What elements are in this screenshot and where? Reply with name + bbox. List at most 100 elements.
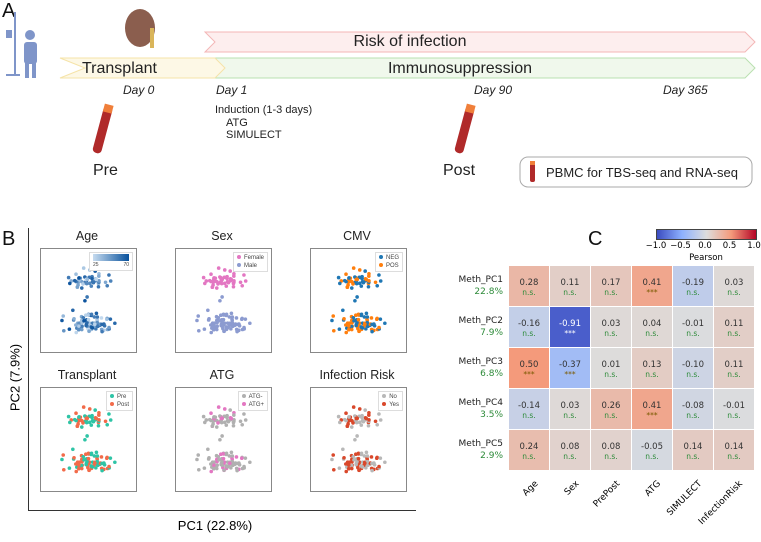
scatter-point	[107, 325, 111, 330]
scatter-plot	[330, 405, 387, 474]
cell-significance: ***	[523, 370, 535, 379]
scatter-point	[216, 421, 220, 425]
scatter-point	[85, 416, 90, 421]
scatter-point	[351, 266, 356, 270]
heatmap-row-label: Meth_PC4 3.5%	[433, 397, 503, 421]
scatter-legend: Female Male	[232, 252, 268, 272]
scatter-point	[74, 330, 79, 335]
scatter-point	[373, 419, 378, 424]
scatter-point	[76, 463, 81, 467]
scatter-point	[377, 325, 381, 330]
scatter-point	[209, 323, 213, 327]
scatter-point	[342, 278, 347, 283]
scatter-point	[344, 272, 348, 277]
scatter-plot	[60, 405, 117, 474]
scatter-plot	[195, 266, 252, 335]
scatter-point	[66, 275, 71, 280]
scatter-point	[232, 274, 236, 278]
scatter-point	[352, 458, 356, 462]
scatter-point	[210, 285, 215, 289]
scatter-point	[95, 315, 100, 319]
cell-value: 0.08	[601, 442, 621, 452]
scatter-point	[68, 420, 72, 425]
scatter-point	[220, 416, 225, 421]
scatter-point	[84, 420, 89, 425]
cell-significance: ***	[564, 370, 576, 379]
scatter-point	[76, 327, 81, 332]
scatter-title: Age	[75, 229, 99, 243]
row-variance: 7.9%	[480, 328, 503, 338]
pc1-axis-line	[28, 510, 416, 511]
scatter-point	[103, 280, 108, 285]
scatter-point	[89, 312, 94, 317]
scatter-point	[86, 452, 91, 456]
cell-value: -0.19	[682, 278, 704, 288]
scatter-point	[82, 458, 86, 462]
scatter-point	[218, 438, 222, 442]
scatter-point	[94, 450, 99, 455]
scatter-point	[93, 408, 97, 412]
scatter-point	[90, 418, 95, 423]
scatter-point	[81, 316, 86, 320]
scatter-point	[229, 466, 233, 470]
scatter-point	[81, 421, 85, 425]
scatter-point	[87, 329, 91, 333]
row-name: Meth_PC4	[458, 398, 503, 408]
scatter-point	[209, 411, 213, 416]
row-variance: 6.8%	[480, 369, 503, 379]
scatter-point	[370, 468, 374, 473]
scatter-point	[75, 285, 80, 289]
scatter-point	[351, 405, 356, 409]
scatter-point	[363, 408, 367, 412]
heatmap-cell: 0.17 n.s.	[591, 266, 632, 307]
scatter-point	[349, 286, 354, 290]
scatter-point	[76, 466, 81, 471]
scatter-point	[238, 280, 243, 285]
heatmap-cell: 0.11 n.s.	[714, 307, 755, 348]
scatter-point	[85, 320, 89, 325]
cell-significance: n.s.	[686, 370, 700, 379]
scatter-point	[94, 311, 99, 316]
day-365-label: Day 365	[663, 83, 708, 97]
legend-marker	[109, 402, 114, 406]
scatter-point	[330, 318, 334, 323]
scatter-point	[108, 279, 113, 283]
scatter-point	[357, 420, 362, 425]
panel-c-label: C	[588, 228, 603, 250]
scatter-point	[67, 466, 72, 470]
scatter-point	[211, 466, 216, 471]
legend-text: Male	[243, 263, 257, 269]
legend-marker	[382, 394, 387, 398]
scatter-point	[207, 455, 211, 460]
scatter-point	[242, 325, 246, 330]
scatter-point	[79, 324, 84, 329]
scatter-point	[84, 462, 88, 467]
colorbar-tick: −0.5	[670, 241, 691, 251]
cell-significance: n.s.	[563, 411, 577, 420]
scatter-point	[231, 423, 236, 428]
scatter-point	[77, 415, 81, 419]
scatter-point	[74, 411, 78, 416]
scatter-point	[360, 418, 365, 423]
scatter-point	[94, 277, 99, 282]
scatter-point	[360, 326, 365, 330]
induction-simulect: SIMULECT	[226, 129, 282, 141]
scatter-point	[235, 461, 239, 466]
cell-significance: n.s.	[563, 452, 577, 461]
scatter-point	[224, 312, 229, 317]
scatter-point	[219, 323, 223, 328]
legend-item: Post	[109, 401, 129, 409]
row-variance: 22.8%	[474, 287, 503, 297]
pbmc-tube-icon	[530, 161, 535, 182]
scatter-point	[349, 463, 354, 468]
cell-value: -0.05	[641, 442, 663, 452]
scatter-point	[239, 456, 244, 461]
risk-label: Risk of infection	[353, 33, 467, 50]
scatter-point	[219, 420, 224, 425]
scatter-point	[61, 453, 66, 457]
scatter-point	[90, 415, 94, 420]
scatter-point	[86, 313, 91, 317]
induction-atg: ATG	[226, 117, 248, 129]
scatter-point	[336, 414, 341, 419]
scatter-point	[231, 284, 236, 289]
